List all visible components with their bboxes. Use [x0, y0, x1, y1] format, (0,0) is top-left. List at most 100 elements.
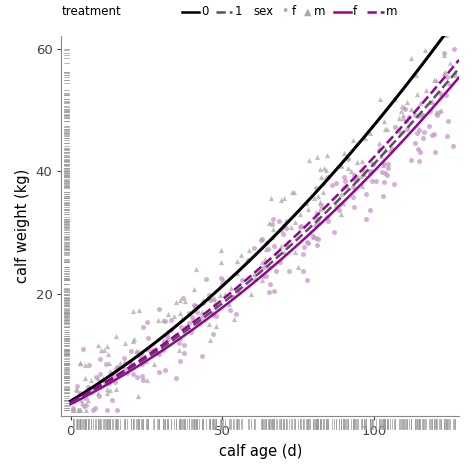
Point: [109, 396, 116, 404]
Point: [370, 160, 377, 168]
Point: [366, 129, 374, 137]
Text: •: •: [281, 5, 288, 18]
Point: [415, 113, 423, 120]
Point: [195, 319, 203, 327]
Point: [205, 320, 213, 328]
Point: [216, 291, 224, 299]
Point: [313, 241, 320, 248]
Point: [136, 307, 143, 314]
Point: [335, 207, 343, 214]
Point: [97, 356, 104, 363]
Point: [288, 188, 296, 196]
Point: [130, 336, 137, 343]
Point: [408, 55, 415, 62]
Point: [143, 376, 150, 384]
Text: f: f: [292, 5, 296, 18]
Point: [386, 146, 394, 154]
Point: [412, 71, 420, 79]
Point: [77, 407, 84, 414]
Point: [109, 372, 117, 380]
Point: [260, 263, 267, 271]
Point: [413, 129, 421, 137]
Point: [137, 350, 145, 357]
Point: [279, 230, 287, 238]
Point: [361, 135, 369, 142]
Point: [121, 340, 129, 347]
Point: [164, 332, 171, 340]
Point: [172, 374, 180, 382]
Point: [94, 342, 102, 349]
Point: [164, 335, 172, 342]
Point: [278, 227, 285, 234]
Point: [288, 223, 295, 230]
Point: [438, 106, 445, 113]
Point: [89, 407, 97, 414]
Point: [278, 242, 285, 249]
Point: [233, 269, 241, 277]
Point: [400, 115, 407, 122]
Point: [161, 317, 168, 325]
Point: [193, 319, 201, 327]
Point: [443, 73, 451, 81]
Point: [358, 182, 366, 189]
Point: [384, 164, 392, 172]
Point: [317, 198, 324, 205]
Point: [269, 216, 276, 223]
Point: [372, 177, 379, 185]
Point: [411, 139, 419, 146]
Point: [208, 310, 216, 317]
Point: [323, 151, 331, 159]
Point: [283, 224, 290, 232]
Point: [276, 258, 284, 266]
Point: [349, 183, 356, 191]
Point: [376, 140, 383, 147]
Point: [400, 103, 408, 111]
Point: [377, 152, 384, 160]
Point: [105, 360, 112, 367]
Point: [350, 203, 357, 210]
Point: [318, 173, 325, 181]
Point: [358, 157, 366, 164]
Point: [190, 301, 198, 309]
Point: [74, 407, 82, 414]
Point: [159, 346, 167, 354]
Point: [350, 193, 357, 201]
X-axis label: calf age (d): calf age (d): [219, 444, 302, 459]
Point: [85, 361, 92, 369]
Point: [113, 363, 121, 371]
Point: [383, 172, 391, 179]
Point: [426, 108, 434, 115]
Point: [73, 386, 81, 394]
Point: [193, 302, 201, 310]
Point: [213, 322, 220, 330]
Point: [333, 179, 340, 186]
Point: [199, 352, 206, 360]
Point: [380, 118, 388, 125]
Point: [367, 167, 374, 174]
Point: [199, 296, 207, 303]
Point: [368, 178, 375, 185]
Point: [441, 51, 448, 59]
Point: [191, 285, 198, 292]
Point: [379, 192, 386, 200]
Point: [244, 256, 252, 264]
Text: m: m: [386, 5, 398, 18]
Point: [77, 389, 84, 396]
Point: [128, 360, 135, 367]
Point: [163, 328, 171, 336]
Point: [306, 156, 313, 164]
Point: [381, 145, 389, 153]
Point: [415, 127, 423, 134]
Point: [129, 308, 137, 315]
Point: [452, 68, 459, 76]
Point: [300, 243, 308, 250]
Point: [70, 404, 77, 411]
Point: [391, 123, 399, 130]
Point: [402, 117, 410, 125]
Point: [433, 111, 441, 119]
Point: [304, 205, 312, 212]
Point: [266, 264, 273, 271]
Point: [144, 346, 152, 353]
Point: [290, 188, 298, 195]
Point: [368, 160, 376, 168]
